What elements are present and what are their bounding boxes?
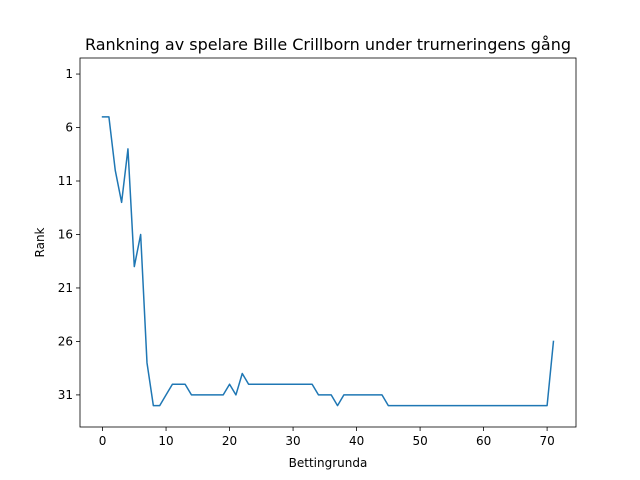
x-axis-label: Bettingrunda — [289, 456, 368, 470]
y-tick-label: 6 — [65, 121, 73, 135]
y-tick-label: 11 — [58, 174, 73, 188]
y-axis-label: Rank — [33, 227, 47, 257]
y-tick-label: 31 — [58, 388, 73, 402]
y-tick-label: 21 — [58, 281, 73, 295]
x-tick-label: 60 — [476, 434, 491, 448]
x-axis-ticks: 0 10 20 30 40 50 60 70 — [99, 427, 555, 448]
x-tick-label: 30 — [285, 434, 300, 448]
x-tick-label: 70 — [539, 434, 554, 448]
x-tick-label: 40 — [349, 434, 364, 448]
x-tick-label: 50 — [412, 434, 427, 448]
x-tick-label: 20 — [222, 434, 237, 448]
series-line-rank — [101, 116, 555, 407]
x-tick-label: 10 — [158, 434, 173, 448]
plot-area — [79, 57, 577, 428]
y-tick-label: 16 — [58, 227, 73, 241]
y-tick-label: 26 — [58, 334, 73, 348]
x-tick-label: 0 — [99, 434, 107, 448]
y-tick-label: 1 — [65, 67, 73, 81]
plot-frame — [79, 57, 577, 428]
chart-title: Rankning av spelare Bille Crillborn unde… — [85, 35, 571, 54]
